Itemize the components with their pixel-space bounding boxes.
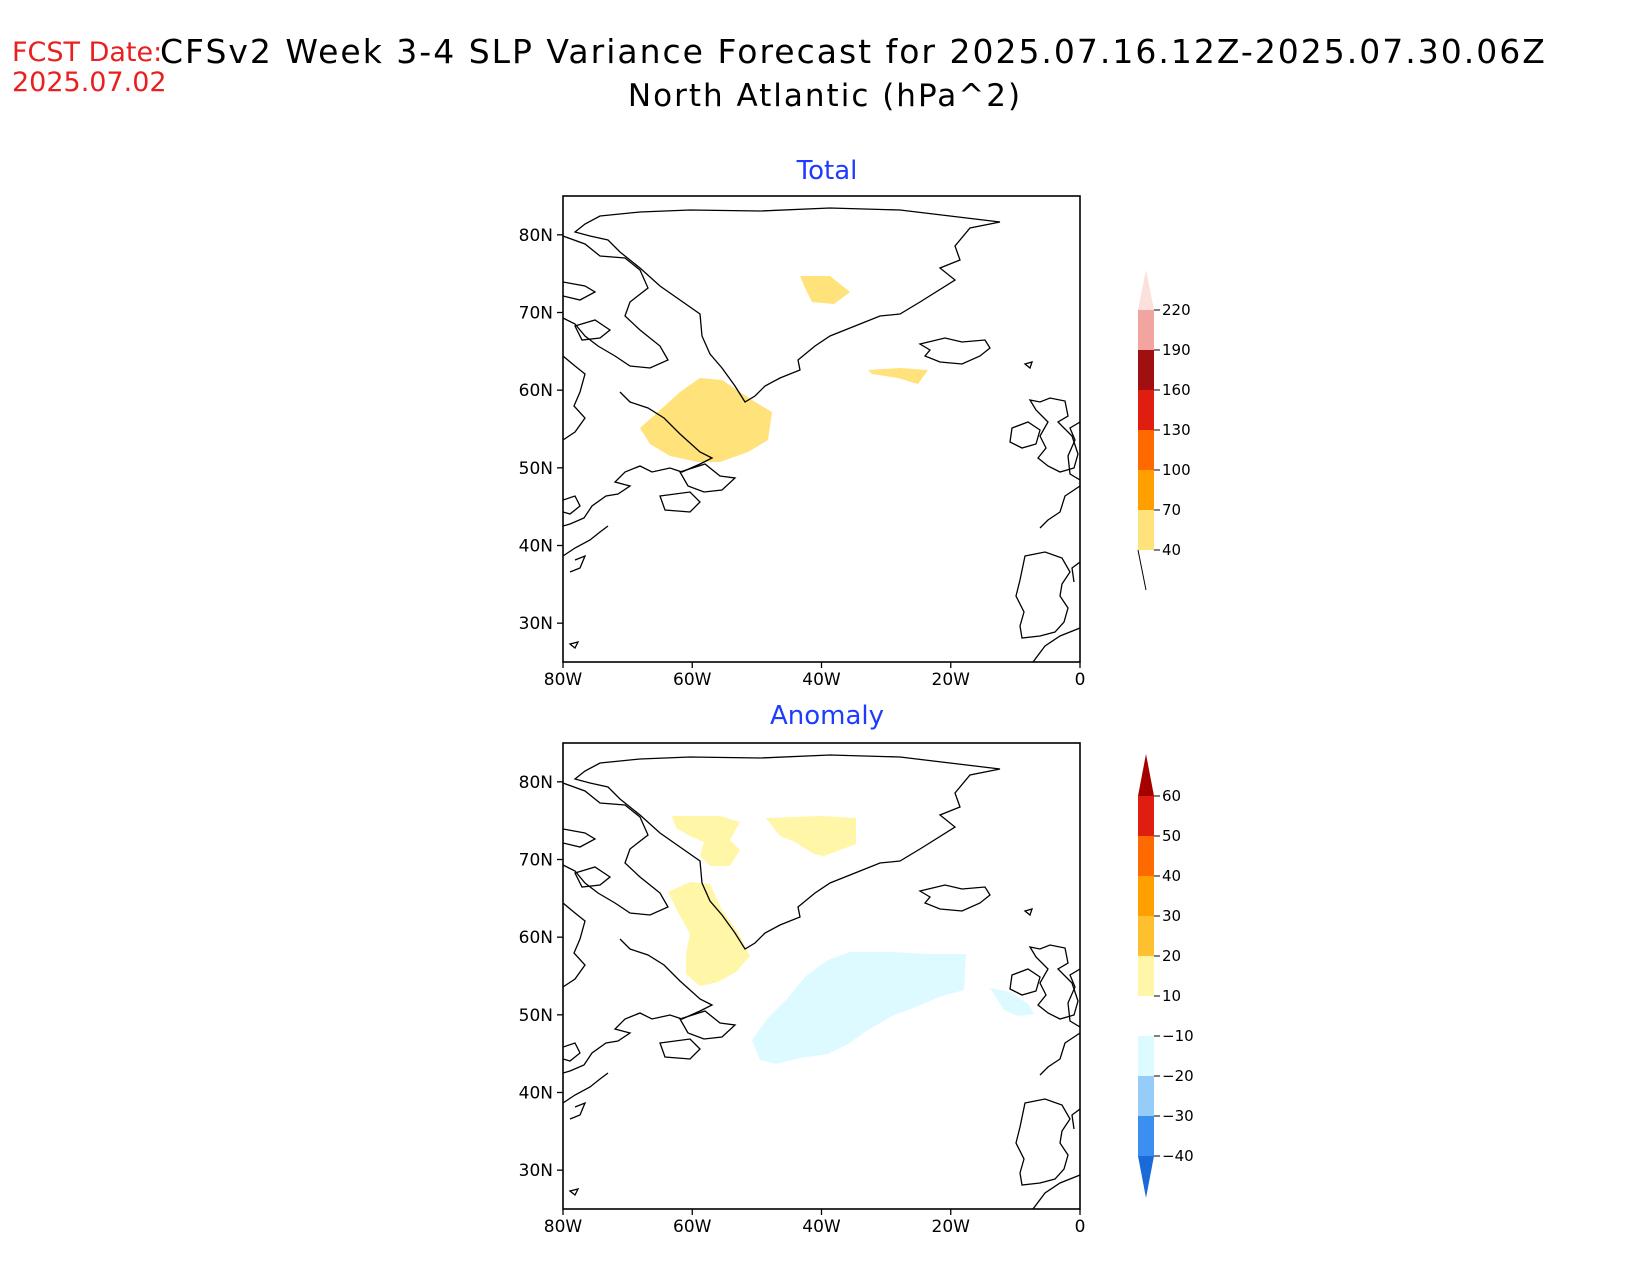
colorbar-label: 60	[1162, 787, 1181, 805]
colorbar-swatch	[1138, 1076, 1154, 1116]
colorbar-label: 40	[1162, 541, 1181, 559]
lat-tick-label: 70N	[519, 304, 553, 324]
lat-tick-label: 80N	[519, 226, 553, 246]
lon-tick-label: 80W	[544, 670, 583, 690]
anomaly-colorbar: 60 50 40 30 20 10 −10 −20 −30 −40	[1138, 754, 1194, 1198]
colorbar-bottom-arrow	[1138, 1156, 1154, 1198]
total-map-frame	[563, 196, 1080, 662]
colorbar-label: 130	[1162, 421, 1191, 439]
panel-anomaly-title: Anomaly	[770, 701, 884, 731]
colorbar-bottom-arrow	[1138, 550, 1146, 590]
colorbar-label: 30	[1162, 907, 1181, 925]
colorbar-swatch	[1138, 956, 1154, 996]
colorbar-label: 70	[1162, 501, 1181, 519]
lat-tick-label: 60N	[519, 381, 553, 401]
lat-tick-label: 30N	[519, 614, 553, 634]
total-colorbar: 220 190 160 130 100 70 40	[1138, 270, 1191, 590]
lat-tick-label: 80N	[519, 773, 553, 793]
colorbar-label: −30	[1162, 1107, 1194, 1125]
anomaly-shade-baffin	[672, 816, 740, 866]
colorbar-swatch	[1138, 1036, 1154, 1076]
total-shade-iceland	[868, 368, 928, 384]
colorbar-swatch	[1138, 390, 1154, 430]
lon-tick-label: 0	[1075, 1217, 1086, 1237]
colorbar-top-arrow	[1138, 270, 1154, 310]
colorbar-label: −40	[1162, 1147, 1194, 1165]
lon-tick-label: 20W	[932, 1217, 971, 1237]
colorbar-label: 220	[1162, 301, 1191, 319]
map-figure: Total Anomaly 80N 70N 60N 50N 40N 30N 80W 60W 40…	[0, 0, 1650, 1275]
anomaly-map	[563, 755, 1080, 1275]
anomaly-shade-ireland-neg	[990, 988, 1034, 1016]
lon-tick-label: 40W	[802, 670, 841, 690]
total-axes: 80N 70N 60N 50N 40N 30N 80W 60W 40W 20W 0	[519, 226, 1086, 690]
colorbar-top-arrow	[1138, 754, 1154, 796]
colorbar-swatch	[1138, 916, 1154, 956]
colorbar-label: −20	[1162, 1067, 1194, 1085]
lon-tick-label: 20W	[932, 670, 971, 690]
panel-total-title: Total	[796, 156, 858, 186]
colorbar-swatch	[1138, 430, 1154, 470]
lon-tick-label: 0	[1075, 670, 1086, 690]
colorbar-swatch	[1138, 470, 1154, 510]
anomaly-shade-greenland-n	[766, 816, 856, 856]
colorbar-label: 10	[1162, 987, 1181, 1005]
lon-tick-label: 60W	[673, 670, 712, 690]
lat-tick-label: 70N	[519, 851, 553, 871]
lon-tick-label: 40W	[802, 1217, 841, 1237]
lat-tick-label: 60N	[519, 928, 553, 948]
lat-tick-label: 40N	[519, 537, 553, 557]
colorbar-label: 160	[1162, 381, 1191, 399]
colorbar-swatch	[1138, 1116, 1154, 1156]
total-shade-labrador	[640, 378, 772, 462]
colorbar-swatch	[1138, 796, 1154, 836]
colorbar-label: 100	[1162, 461, 1191, 479]
total-shade-greenland	[800, 276, 850, 304]
colorbar-label: 190	[1162, 341, 1191, 359]
colorbar-swatch	[1138, 836, 1154, 876]
lat-tick-label: 30N	[519, 1161, 553, 1181]
colorbar-swatch	[1138, 996, 1154, 1036]
colorbar-swatch	[1138, 310, 1154, 350]
colorbar-label: −10	[1162, 1027, 1194, 1045]
lat-tick-label: 50N	[519, 459, 553, 479]
lat-tick-label: 40N	[519, 1084, 553, 1104]
lon-tick-label: 60W	[673, 1217, 712, 1237]
colorbar-swatch	[1138, 510, 1154, 550]
colorbar-swatch	[1138, 876, 1154, 916]
lat-tick-label: 50N	[519, 1006, 553, 1026]
colorbar-label: 40	[1162, 867, 1181, 885]
colorbar-label: 20	[1162, 947, 1181, 965]
colorbar-swatch	[1138, 350, 1154, 390]
anomaly-shade-atlantic-neg	[752, 952, 966, 1064]
lon-tick-label: 80W	[544, 1217, 583, 1237]
colorbar-label: 50	[1162, 827, 1181, 845]
